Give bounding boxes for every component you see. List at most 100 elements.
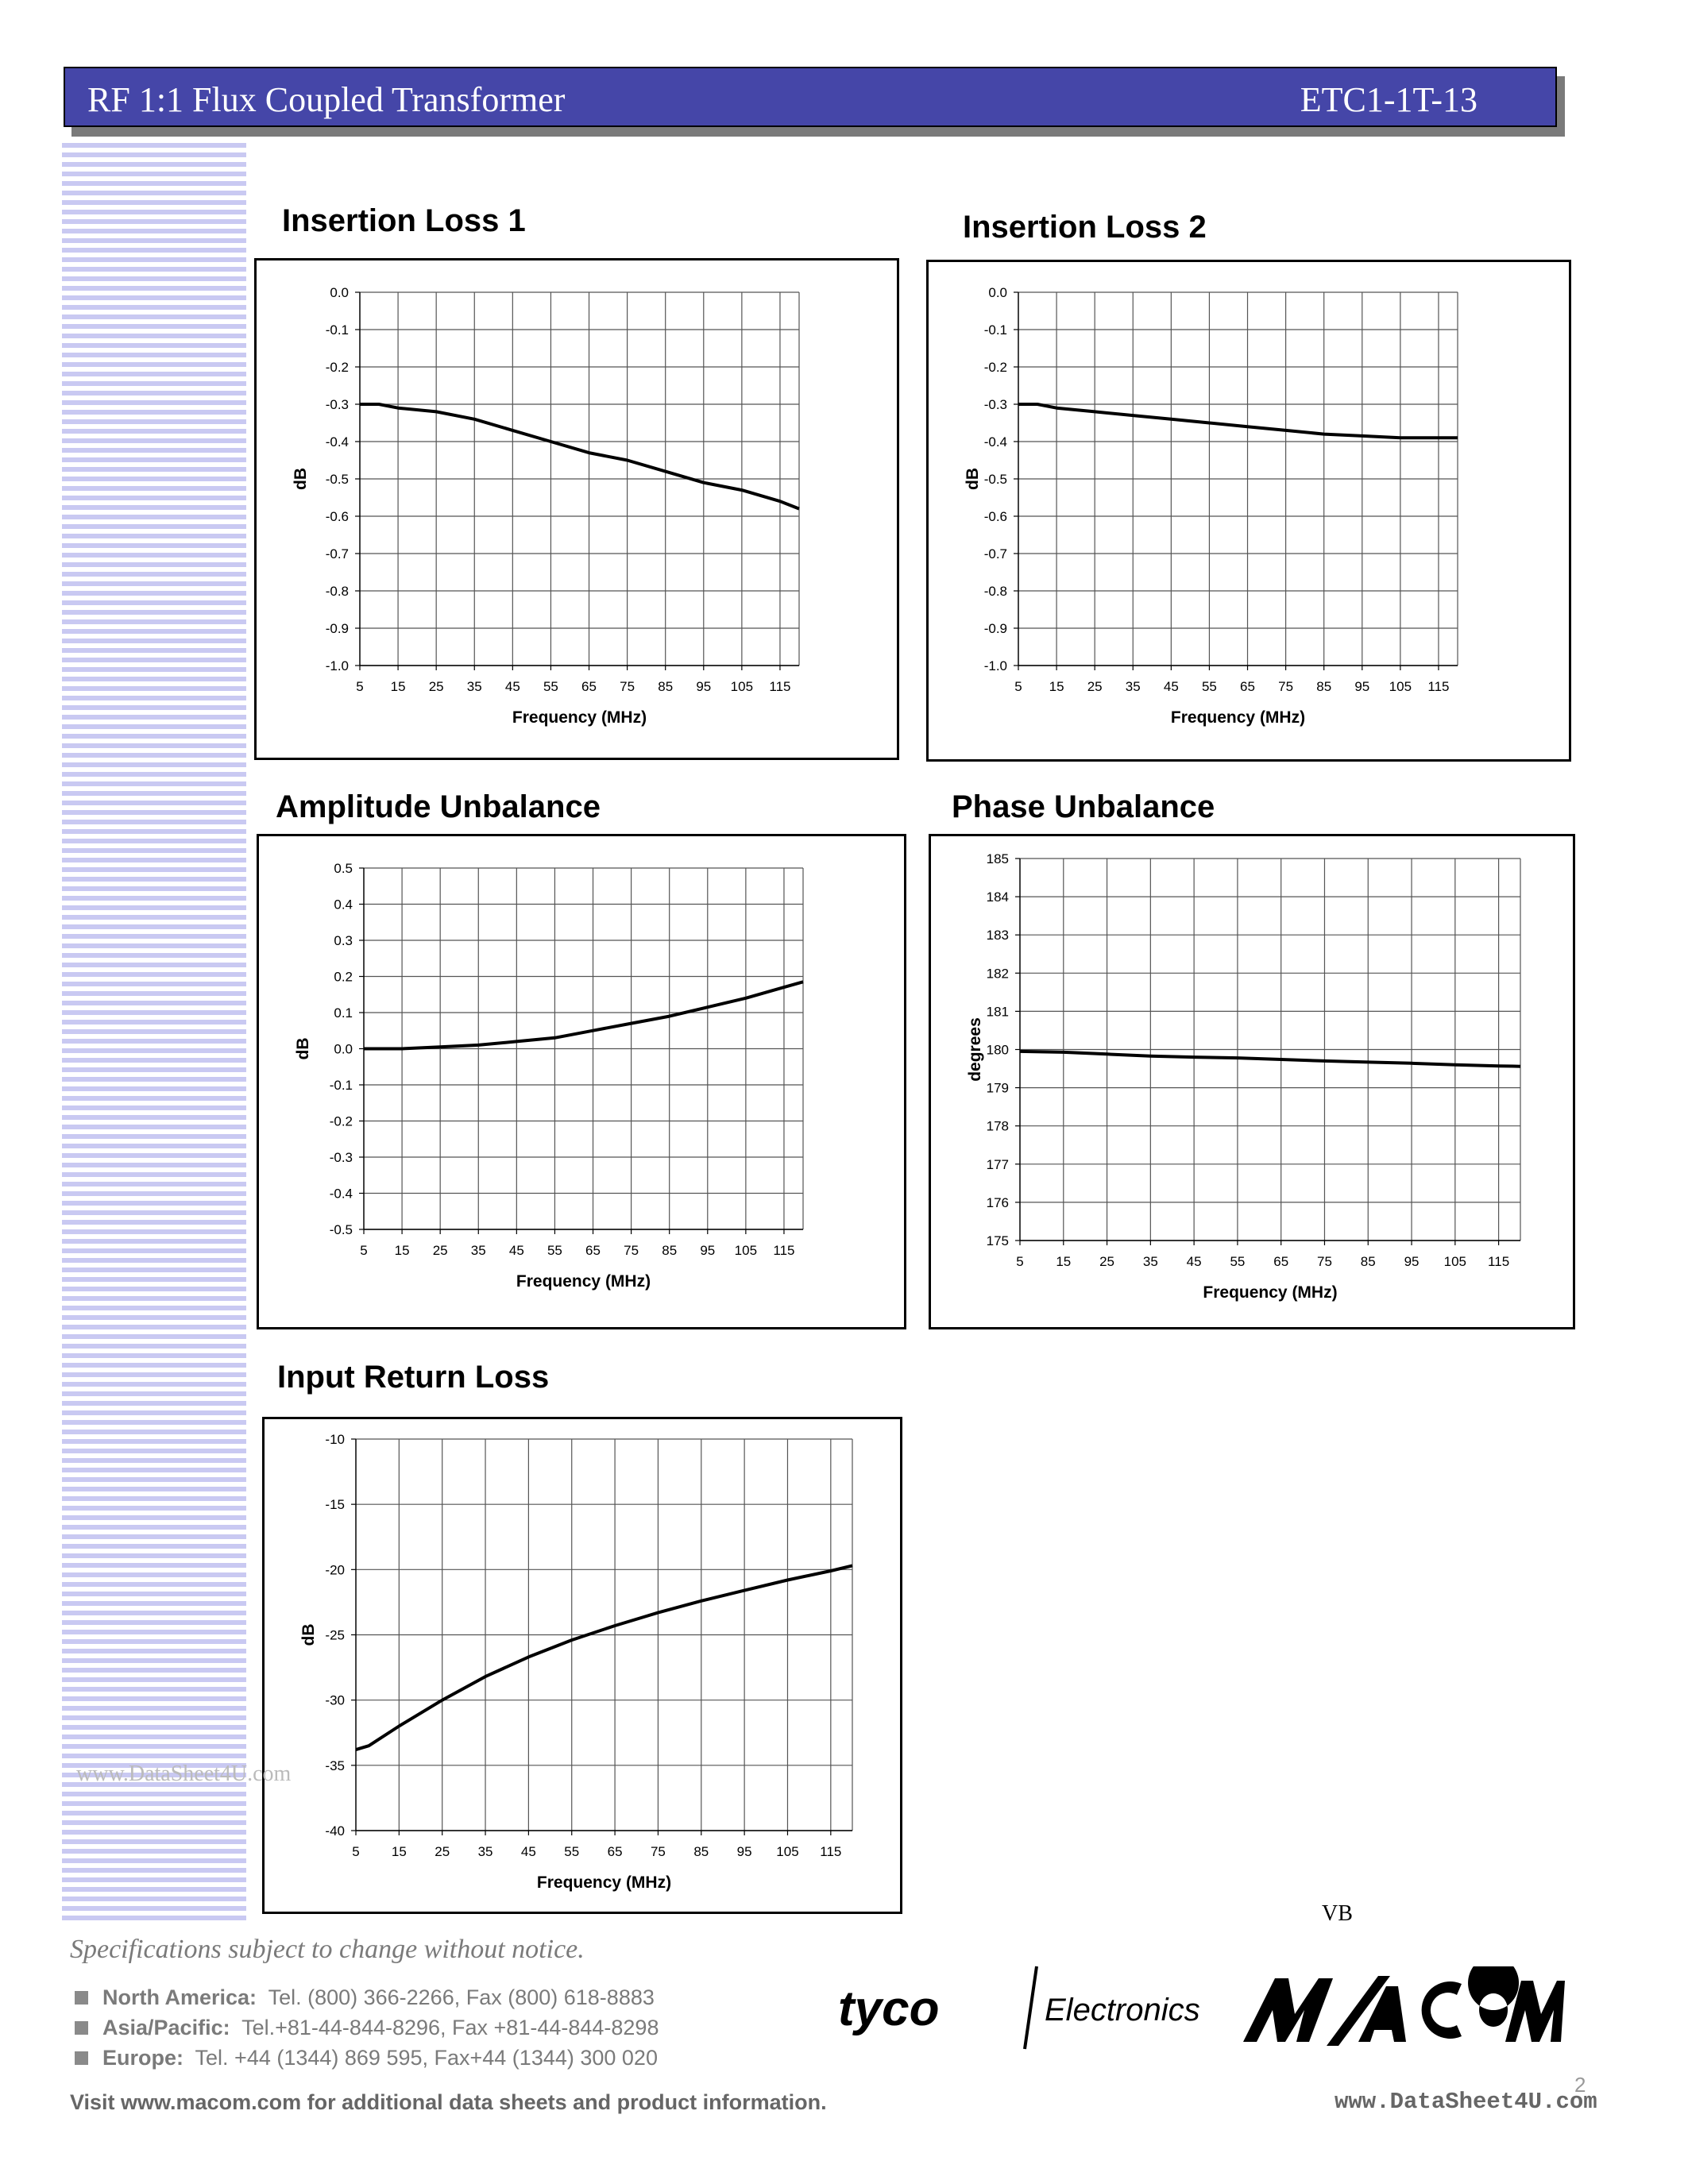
x-tick-label: 45 — [521, 1844, 536, 1859]
x-tick-label: 5 — [356, 679, 363, 694]
datasheet-footer-url: www.DataSheet4U.com — [1335, 2089, 1597, 2115]
x-tick-label: 35 — [1126, 679, 1141, 694]
y-tick-label: 181 — [987, 1004, 1009, 1019]
y-tick-label: 185 — [987, 851, 1009, 866]
y-tick-label: -0.3 — [326, 397, 349, 412]
y-tick-label: -0.5 — [326, 472, 349, 487]
x-tick-label: 25 — [433, 1243, 448, 1258]
x-tick-label: 95 — [1404, 1254, 1420, 1269]
chart-insertion-loss-2: 0.0 -0.1 -0.2 -0.3 -0.4 -0.5 -0.6 -0.7 -0.8 -0.9 -… — [926, 260, 1571, 762]
y-axis-label: dB — [964, 468, 982, 490]
y-tick-label: 180 — [987, 1043, 1009, 1058]
y-tick-label: 179 — [987, 1081, 1009, 1096]
x-tick-label: 35 — [1143, 1254, 1158, 1269]
x-axis-label: Frequency (MHz) — [516, 1272, 651, 1291]
page-title: RF 1:1 Flux Coupled Transformer — [87, 80, 566, 119]
y-tick-label: 0.0 — [334, 1042, 353, 1057]
chart-svg-amplitude-unbalance: 0.5 0.4 0.3 0.2 0.1 0.0 -0.1 -0.2 -0.3 -0.4 -0.5 5 1… — [294, 861, 804, 1291]
y-tick-label: -0.4 — [330, 1187, 353, 1202]
x-tick-label: 105 — [731, 679, 753, 694]
series-line — [360, 403, 800, 511]
plot-area: 0.0 -0.1 -0.2 -0.3 -0.4 -0.5 -0.6 -0.7 -0.8 -0.9 -… — [292, 285, 800, 727]
y-tick-label: -0.9 — [984, 621, 1007, 636]
x-tick-label: 65 — [581, 679, 597, 694]
x-tick-label: 95 — [1354, 679, 1369, 694]
chart-title-insertion-loss-1: Insertion Loss 1 — [282, 203, 526, 238]
chart-title-input-return-loss: Input Return Loss — [277, 1360, 550, 1395]
x-tick-label: 65 — [608, 1844, 623, 1859]
y-tick-label: 0.2 — [334, 970, 353, 985]
x-tick-label: 85 — [1361, 1254, 1376, 1269]
y-tick-label: 0.3 — [334, 933, 353, 948]
plot-area: 0.5 0.4 0.3 0.2 0.1 0.0 -0.1 -0.2 -0.3 -0.4 -0.5 5 1… — [294, 861, 804, 1291]
visit-website-text: Visit www.macom.com for additional data … — [70, 2090, 827, 2114]
chart-input-return-loss: -10 -15 -20 -25 -30 -35 -40 5 15 25 35 45 55 65 75 85 95… — [262, 1417, 902, 1914]
plot-area: 0.0 -0.1 -0.2 -0.3 -0.4 -0.5 -0.6 -0.7 -0.8 -0.9 -… — [964, 285, 1458, 727]
y-tick-label: -10 — [325, 1432, 345, 1447]
x-tick-label: 55 — [1202, 679, 1217, 694]
x-tick-label: 35 — [478, 1844, 493, 1859]
x-tick-label: 15 — [391, 679, 406, 694]
x-tick-label: 95 — [696, 679, 711, 694]
y-tick-label: -40 — [325, 1823, 345, 1839]
bullet-square-icon — [75, 1991, 88, 2005]
y-tick-label: -0.2 — [330, 1114, 353, 1129]
y-tick-label: -0.7 — [326, 546, 349, 561]
x-tick-label: 85 — [693, 1844, 709, 1859]
x-tick-label: 75 — [624, 1243, 639, 1258]
x-tick-label: 55 — [1230, 1254, 1245, 1269]
y-tick-label: 175 — [987, 1233, 1009, 1248]
x-tick-label: 65 — [1240, 679, 1255, 694]
x-tick-label: 55 — [543, 679, 558, 694]
x-tick-label: 85 — [658, 679, 673, 694]
x-tick-label: 105 — [735, 1243, 757, 1258]
x-tick-label: 75 — [1317, 1254, 1332, 1269]
series-line — [355, 1564, 853, 1752]
y-tick-label: 184 — [987, 889, 1009, 905]
y-tick-label: -30 — [325, 1693, 345, 1708]
x-tick-label: 115 — [1488, 1254, 1509, 1269]
y-tick-label: -0.1 — [330, 1078, 353, 1093]
x-tick-label: 45 — [1187, 1254, 1202, 1269]
x-tick-label: 95 — [700, 1243, 715, 1258]
y-tick-label: 177 — [987, 1157, 1009, 1172]
chart-insertion-loss-1: 0.0 -0.1 -0.2 -0.3 -0.4 -0.5 -0.6 -0.7 -0.8 -0.9 -… — [254, 258, 899, 760]
x-tick-label: 25 — [1087, 679, 1103, 694]
part-number: ETC1-1T-13 — [1300, 80, 1477, 119]
y-tick-label: -0.5 — [984, 472, 1007, 487]
page-header: RF 1:1 Flux Coupled Transformer ETC1-1T-… — [64, 67, 1557, 127]
x-axis-label: Frequency (MHz) — [1171, 708, 1305, 727]
x-tick-label: 5 — [360, 1243, 367, 1258]
electronics-logo-text: Electronics — [1045, 1993, 1200, 2028]
x-tick-label: 25 — [435, 1844, 450, 1859]
tyco-logo-divider — [1023, 1966, 1038, 2050]
y-tick-label: -0.3 — [330, 1150, 353, 1165]
y-tick-label: 182 — [987, 966, 1009, 981]
y-tick-label: -0.1 — [984, 322, 1007, 338]
x-tick-label: 25 — [1099, 1254, 1114, 1269]
contact-asia-pacific: Asia/Pacific: Tel.+81-44-844-8296, Fax +… — [75, 2016, 659, 2040]
x-tick-label: 15 — [1049, 679, 1064, 694]
y-axis-label: dB — [294, 1038, 312, 1060]
y-tick-label: 183 — [987, 928, 1009, 943]
x-tick-label: 25 — [429, 679, 444, 694]
chart-svg-insertion-loss-2: 0.0 -0.1 -0.2 -0.3 -0.4 -0.5 -0.6 -0.7 -0.8 -0.9 -… — [964, 285, 1458, 727]
y-tick-label: -20 — [325, 1562, 345, 1577]
y-tick-label: -25 — [325, 1628, 345, 1643]
series-line — [1019, 1049, 1521, 1068]
x-tick-label: 75 — [1278, 679, 1293, 694]
x-tick-label: 35 — [467, 679, 482, 694]
bullet-square-icon — [75, 2051, 88, 2065]
x-tick-label: 115 — [1427, 679, 1449, 694]
x-tick-label: 65 — [1273, 1254, 1288, 1269]
y-tick-label: -0.2 — [984, 360, 1007, 375]
y-tick-label: -0.6 — [326, 509, 349, 524]
y-axis-label: dB — [299, 1624, 318, 1646]
y-tick-label: -0.4 — [984, 434, 1007, 450]
tyco-logo-text: tyco — [838, 1981, 939, 2036]
x-tick-label: 105 — [1389, 679, 1412, 694]
chart-svg-phase-unbalance: 185 184 183 182 181 180 179 178 177 176 175 5 15 25 35… — [966, 851, 1521, 1302]
y-tick-label: -35 — [325, 1758, 345, 1773]
x-tick-label: 95 — [737, 1844, 752, 1859]
x-tick-label: 45 — [509, 1243, 524, 1258]
